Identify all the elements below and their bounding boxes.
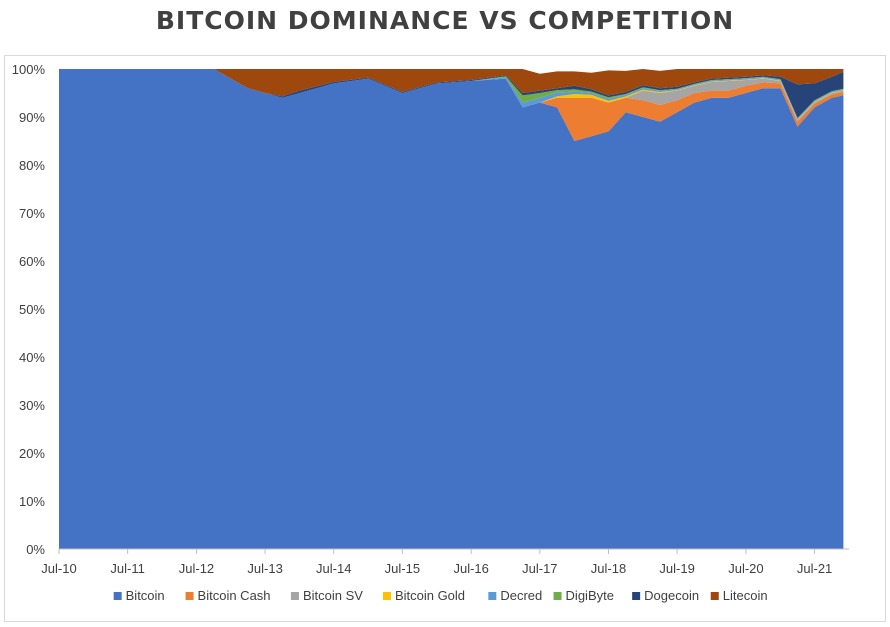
legend-label-dogecoin: Dogecoin	[644, 588, 699, 603]
area-bitcoin	[59, 69, 844, 549]
legend-swatch-dogecoin	[632, 592, 641, 600]
x-tick-label: Jul-18	[591, 561, 626, 576]
y-tick-label: 0%	[26, 542, 45, 557]
x-axis: Jul-10 Jul-11 Jul-12 Jul-13 Jul-14 Jul-15 Jul-…	[41, 548, 849, 576]
legend: Bitcoin Bitcoin Cash Bitcoin SV Bitcoin Gol…	[113, 588, 768, 603]
x-tick-label: Jul-13	[247, 561, 282, 576]
x-tick-label: Jul-10	[41, 561, 76, 576]
area-series-group	[59, 69, 844, 549]
x-tick-label: Jul-19	[659, 561, 694, 576]
y-tick-label: 50%	[19, 302, 45, 317]
legend-swatch-decred	[488, 592, 497, 600]
y-axis: 0% 10% 20% 30% 40% 50% 60% 70% 80% 90% 100%	[12, 62, 46, 557]
y-tick-label: 60%	[19, 254, 45, 269]
area-litecoin	[59, 69, 844, 97]
x-tick-label: Jul-15	[385, 561, 420, 576]
y-tick-label: 20%	[19, 446, 45, 461]
legend-label-bitcoin-cash: Bitcoin Cash	[198, 588, 271, 603]
legend-label-decred: Decred	[500, 588, 542, 603]
legend-label-bitcoin-gold: Bitcoin Gold	[395, 588, 465, 603]
x-tick-label: Jul-21	[797, 561, 832, 576]
legend-swatch-digibyte	[553, 592, 562, 600]
area-bitcoin-sv	[59, 69, 844, 122]
legend-label-bitcoin-sv: Bitcoin SV	[303, 588, 363, 603]
x-tick-label: Jul-16	[453, 561, 488, 576]
y-tick-label: 90%	[19, 110, 45, 125]
x-tick-label: Jul-20	[728, 561, 763, 576]
legend-swatch-bitcoin-cash	[185, 592, 194, 600]
area-bitcoin-cash	[59, 69, 844, 141]
x-tick-label: Jul-11	[110, 561, 144, 576]
legend-label-digibyte: DigiByte	[566, 588, 614, 603]
y-tick-label: 30%	[19, 398, 45, 413]
y-tick-label: 10%	[19, 494, 45, 509]
y-tick-label: 100%	[12, 62, 46, 77]
y-tick-label: 40%	[19, 350, 45, 365]
chart-frame	[4, 55, 886, 622]
legend-swatch-bitcoin-sv	[290, 592, 299, 600]
y-tick-label: 70%	[19, 206, 45, 221]
x-tick-label: Jul-12	[179, 561, 214, 576]
legend-swatch-bitcoin-gold	[382, 592, 391, 600]
legend-swatch-bitcoin	[113, 592, 122, 600]
legend-label-litecoin: Litecoin	[723, 588, 768, 603]
legend-label-bitcoin: Bitcoin	[126, 588, 165, 603]
legend-swatch-litecoin	[710, 592, 719, 600]
y-tick-label: 80%	[19, 158, 45, 173]
x-tick-label: Jul-14	[316, 561, 351, 576]
chart-title: BITCOIN DOMINANCE VS COMPETITION	[155, 6, 735, 35]
x-tick-label: Jul-17	[522, 561, 557, 576]
